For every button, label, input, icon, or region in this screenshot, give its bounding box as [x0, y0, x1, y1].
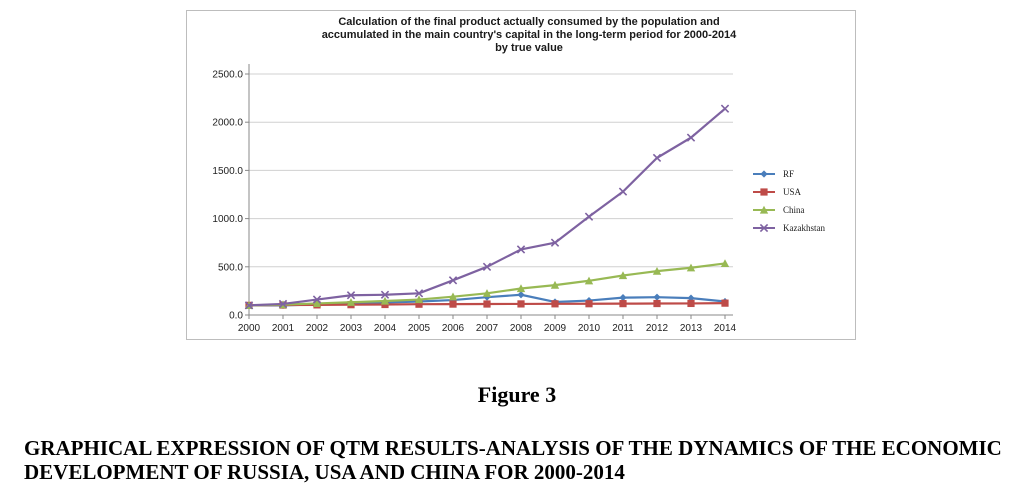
- data-point-kazakhstan: [244, 301, 254, 310]
- gridlines: [249, 73, 733, 316]
- y-tick-label: 0.0: [229, 311, 243, 322]
- series: [244, 104, 730, 310]
- legend-item-rf: RF: [753, 169, 794, 179]
- chart-title: Calculation of the final product actuall…: [322, 16, 737, 54]
- legend-marker: [759, 205, 769, 214]
- legend-marker: [759, 223, 769, 233]
- data-point-china: [346, 298, 356, 306]
- data-point-china: [312, 299, 322, 308]
- data-point-kazakhstan: [516, 245, 526, 254]
- x-tick-label: 2011: [612, 323, 634, 334]
- data-point-china: [448, 292, 458, 301]
- data-point-china: [686, 263, 696, 272]
- data-point-rf: [653, 293, 661, 301]
- data-point-china: [380, 296, 390, 305]
- data-point-usa: [619, 300, 627, 308]
- data-point-kazakhstan: [380, 290, 390, 299]
- data-point-china: [414, 295, 424, 304]
- x-tick-label: 2009: [544, 323, 567, 334]
- x-tick-label: 2004: [374, 323, 397, 334]
- legend-marker: [760, 188, 768, 196]
- data-point-kazakhstan: [584, 212, 594, 221]
- legend-item-china: China: [753, 205, 805, 215]
- data-point-kazakhstan: [312, 295, 322, 304]
- data-point-rf: [517, 291, 525, 299]
- x-tick-label: 2003: [340, 323, 363, 334]
- x-tick-label: 2014: [714, 323, 737, 334]
- data-point-kazakhstan: [652, 153, 662, 163]
- data-point-kazakhstan: [346, 291, 356, 300]
- legend-item-kazakhstan: Kazakhstan: [753, 223, 825, 233]
- y-tick-label: 1500.0: [212, 166, 243, 177]
- x-tick-label: 2006: [442, 323, 465, 334]
- y-tick-label: 2000.0: [212, 118, 243, 129]
- data-point-kazakhstan: [414, 289, 424, 298]
- data-point-china: [618, 271, 628, 280]
- y-tick-label: 2500.0: [212, 70, 243, 81]
- data-point-china: [516, 284, 526, 293]
- legend-marker: [760, 170, 768, 178]
- legend-label: Kazakhstan: [783, 223, 825, 233]
- data-point-usa: [483, 300, 491, 308]
- x-tick-label: 2008: [510, 323, 533, 334]
- data-point-china: [550, 280, 560, 289]
- y-tick-labels: 0.0 500.0 1000.0 1500.0 2000.0 2500.0: [212, 70, 249, 322]
- chart-title-line: accumulated in the main country's capita…: [322, 29, 737, 41]
- data-point-china: [652, 266, 662, 275]
- data-point-usa: [415, 300, 423, 308]
- data-point-china: [584, 276, 594, 285]
- legend-label: USA: [783, 187, 802, 197]
- legend-label: China: [783, 205, 805, 215]
- x-tick-labels: 2000 2001 2002 2003 2004 2005 2006 2007 2008 2009…: [238, 315, 737, 334]
- series-line-kazakhstan: [248, 107, 726, 307]
- legend: RF USA China Kazakhstan: [753, 169, 825, 233]
- data-point-kazakhstan: [686, 133, 696, 142]
- y-tick-label: 500.0: [218, 262, 243, 273]
- legend-label: RF: [783, 169, 794, 179]
- data-point-usa: [585, 300, 593, 308]
- data-point-usa: [449, 300, 457, 308]
- data-point-usa: [517, 300, 525, 308]
- x-tick-label: 2005: [408, 323, 431, 334]
- x-tick-label: 2007: [476, 323, 499, 334]
- data-point-kazakhstan: [720, 104, 730, 113]
- legend-item-usa: USA: [753, 187, 802, 197]
- data-point-kazakhstan: [278, 299, 288, 309]
- data-point-china: [482, 289, 492, 297]
- data-point-kazakhstan: [550, 238, 560, 247]
- x-tick-label: 2001: [272, 323, 295, 334]
- data-point-kazakhstan: [448, 276, 458, 285]
- chart-title-line: Calculation of the final product actuall…: [338, 16, 719, 28]
- x-tick-label: 2000: [238, 323, 261, 334]
- chart-frame: Calculation of the final product actuall…: [186, 10, 856, 340]
- line-chart: Calculation of the final product actuall…: [212, 16, 825, 334]
- series-kazakhstan: [244, 104, 730, 310]
- x-tick-label: 2010: [578, 323, 601, 334]
- x-tick-label: 2013: [680, 323, 703, 334]
- data-point-usa: [653, 299, 661, 308]
- data-point-rf: [619, 294, 627, 302]
- y-tick-label: 1000.0: [212, 214, 243, 225]
- data-point-usa: [551, 300, 559, 308]
- data-point-kazakhstan: [618, 187, 628, 196]
- x-tick-label: 2002: [306, 323, 329, 334]
- figure-label: Figure 3: [477, 382, 557, 407]
- x-tick-label: 2012: [646, 323, 669, 334]
- data-point-kazakhstan: [482, 262, 492, 271]
- data-point-usa: [721, 299, 729, 307]
- figure-caption: GRAPHICAL EXPRESSION OF QTM RESULTS-ANAL…: [24, 436, 1002, 484]
- axes: [248, 64, 733, 316]
- data-point-china: [720, 259, 730, 268]
- chart-title-line: by true value: [495, 42, 563, 54]
- data-point-usa: [687, 299, 695, 308]
